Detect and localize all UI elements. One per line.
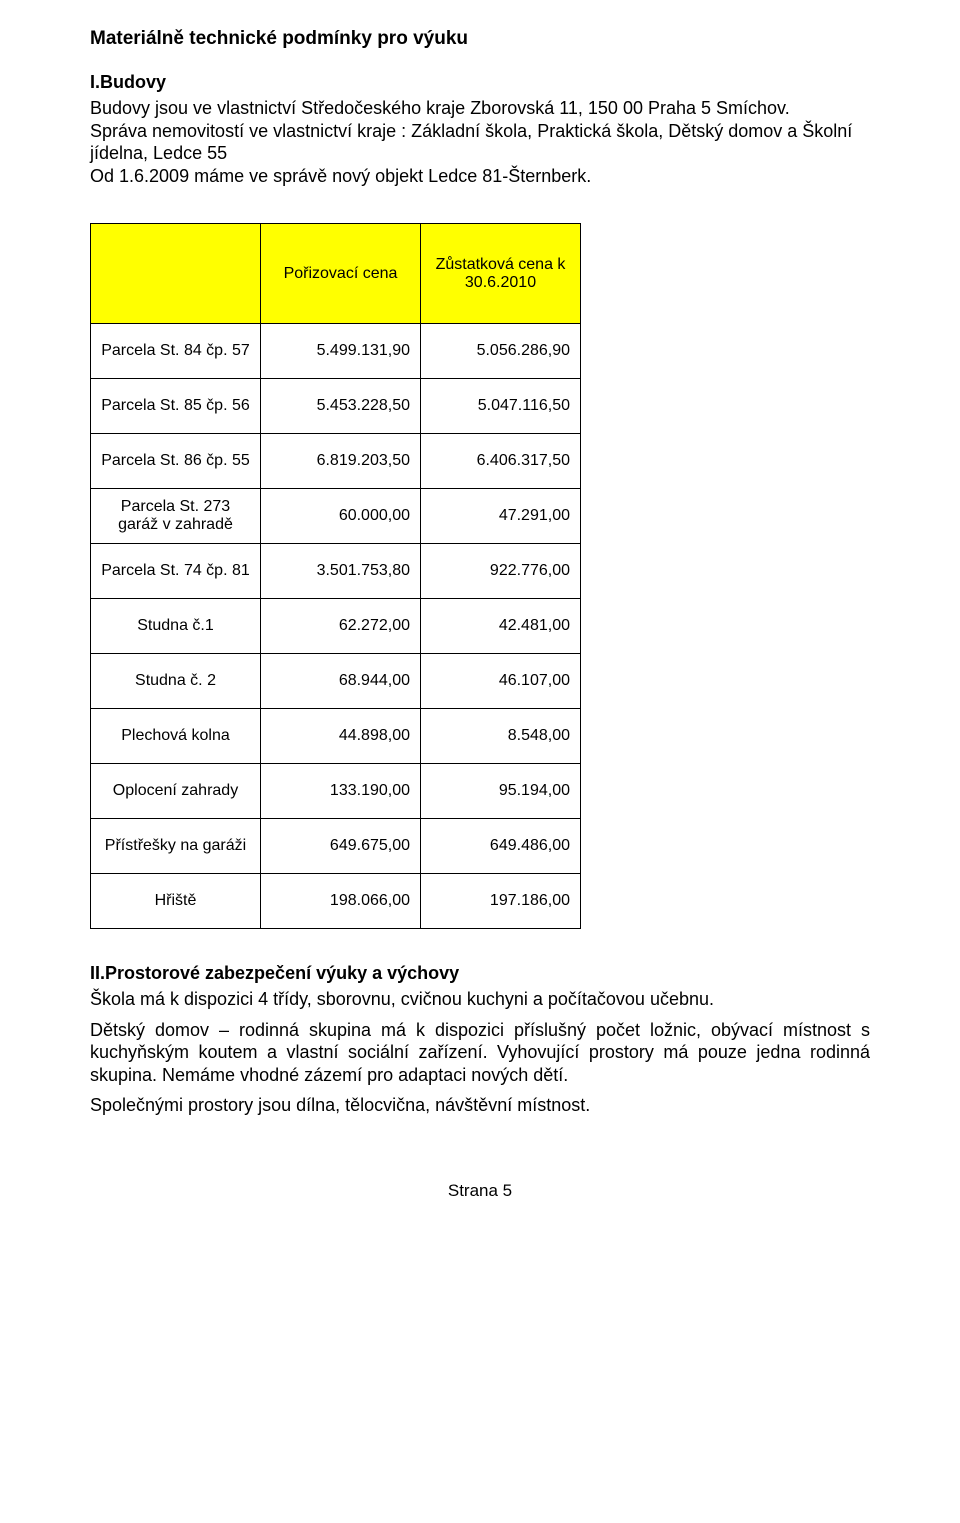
table-cell-key: Oplocení zahrady <box>91 764 261 819</box>
section-1-paragraph-1: Budovy jsou ve vlastnictví Středočeského… <box>90 97 870 120</box>
property-table-wrap: Pořizovací cena Zůstatková cena k 30.6.2… <box>90 223 870 929</box>
section-2-heading: II.Prostorové zabezpečení výuky a výchov… <box>90 963 870 984</box>
table-cell-acquisition: 198.066,00 <box>261 874 421 929</box>
table-cell-acquisition: 5.499.131,90 <box>261 324 421 379</box>
table-cell-acquisition: 68.944,00 <box>261 654 421 709</box>
table-row: Parcela St. 85 čp. 565.453.228,505.047.1… <box>91 379 581 434</box>
table-cell-key: Studna č. 2 <box>91 654 261 709</box>
table-header-row: Pořizovací cena Zůstatková cena k 30.6.2… <box>91 224 581 324</box>
table-row: Parcela St. 273 garáž v zahradě60.000,00… <box>91 489 581 544</box>
table-cell-acquisition: 3.501.753,80 <box>261 544 421 599</box>
table-row: Studna č.162.272,0042.481,00 <box>91 599 581 654</box>
table-cell-key: Plechová kolna <box>91 709 261 764</box>
table-cell-acquisition: 133.190,00 <box>261 764 421 819</box>
table-cell-residual: 5.056.286,90 <box>421 324 581 379</box>
page-footer: Strana 5 <box>90 1181 870 1201</box>
table-row: Oplocení zahrady133.190,0095.194,00 <box>91 764 581 819</box>
section-2-paragraph-3: Společnými prostory jsou dílna, tělocvič… <box>90 1094 870 1117</box>
table-cell-key: Parcela St. 86 čp. 55 <box>91 434 261 489</box>
table-row: Přístřešky na garáži649.675,00649.486,00 <box>91 819 581 874</box>
page: Materiálně technické podmínky pro výuku … <box>0 0 960 1523</box>
table-cell-acquisition: 6.819.203,50 <box>261 434 421 489</box>
table-row: Plechová kolna44.898,008.548,00 <box>91 709 581 764</box>
section-1-heading: I.Budovy <box>90 72 870 93</box>
table-cell-acquisition: 60.000,00 <box>261 489 421 544</box>
table-cell-acquisition: 62.272,00 <box>261 599 421 654</box>
table-cell-acquisition: 44.898,00 <box>261 709 421 764</box>
section-2-paragraph-1: Škola má k dispozici 4 třídy, sborovnu, … <box>90 988 870 1011</box>
table-row: Parcela St. 74 čp. 813.501.753,80922.776… <box>91 544 581 599</box>
table-cell-residual: 649.486,00 <box>421 819 581 874</box>
table-cell-key: Parcela St. 74 čp. 81 <box>91 544 261 599</box>
section-1-paragraph-2: Správa nemovitostí ve vlastnictví kraje … <box>90 120 870 165</box>
table-header-residual-value: Zůstatková cena k 30.6.2010 <box>421 224 581 324</box>
table-cell-residual: 922.776,00 <box>421 544 581 599</box>
table-cell-key: Přístřešky na garáži <box>91 819 261 874</box>
table-row: Parcela St. 86 čp. 556.819.203,506.406.3… <box>91 434 581 489</box>
property-table: Pořizovací cena Zůstatková cena k 30.6.2… <box>90 223 581 929</box>
table-header-blank <box>91 224 261 324</box>
table-cell-acquisition: 5.453.228,50 <box>261 379 421 434</box>
table-cell-key: Studna č.1 <box>91 599 261 654</box>
table-cell-residual: 47.291,00 <box>421 489 581 544</box>
table-cell-acquisition: 649.675,00 <box>261 819 421 874</box>
table-cell-residual: 42.481,00 <box>421 599 581 654</box>
table-cell-key: Parcela St. 85 čp. 56 <box>91 379 261 434</box>
table-header-acquisition-price: Pořizovací cena <box>261 224 421 324</box>
table-cell-key: Parcela St. 273 garáž v zahradě <box>91 489 261 544</box>
table-cell-residual: 8.548,00 <box>421 709 581 764</box>
section-1-paragraph-3: Od 1.6.2009 máme ve správě nový objekt L… <box>90 165 870 188</box>
table-cell-residual: 197.186,00 <box>421 874 581 929</box>
table-cell-residual: 95.194,00 <box>421 764 581 819</box>
table-cell-key: Parcela St. 84 čp. 57 <box>91 324 261 379</box>
table-cell-key: Hřiště <box>91 874 261 929</box>
page-title: Materiálně technické podmínky pro výuku <box>90 28 870 50</box>
table-cell-residual: 46.107,00 <box>421 654 581 709</box>
table-row: Parcela St. 84 čp. 575.499.131,905.056.2… <box>91 324 581 379</box>
table-cell-residual: 5.047.116,50 <box>421 379 581 434</box>
section-2-paragraph-2: Dětský domov – rodinná skupina má k disp… <box>90 1019 870 1087</box>
table-cell-residual: 6.406.317,50 <box>421 434 581 489</box>
table-row: Studna č. 268.944,0046.107,00 <box>91 654 581 709</box>
table-row: Hřiště198.066,00197.186,00 <box>91 874 581 929</box>
